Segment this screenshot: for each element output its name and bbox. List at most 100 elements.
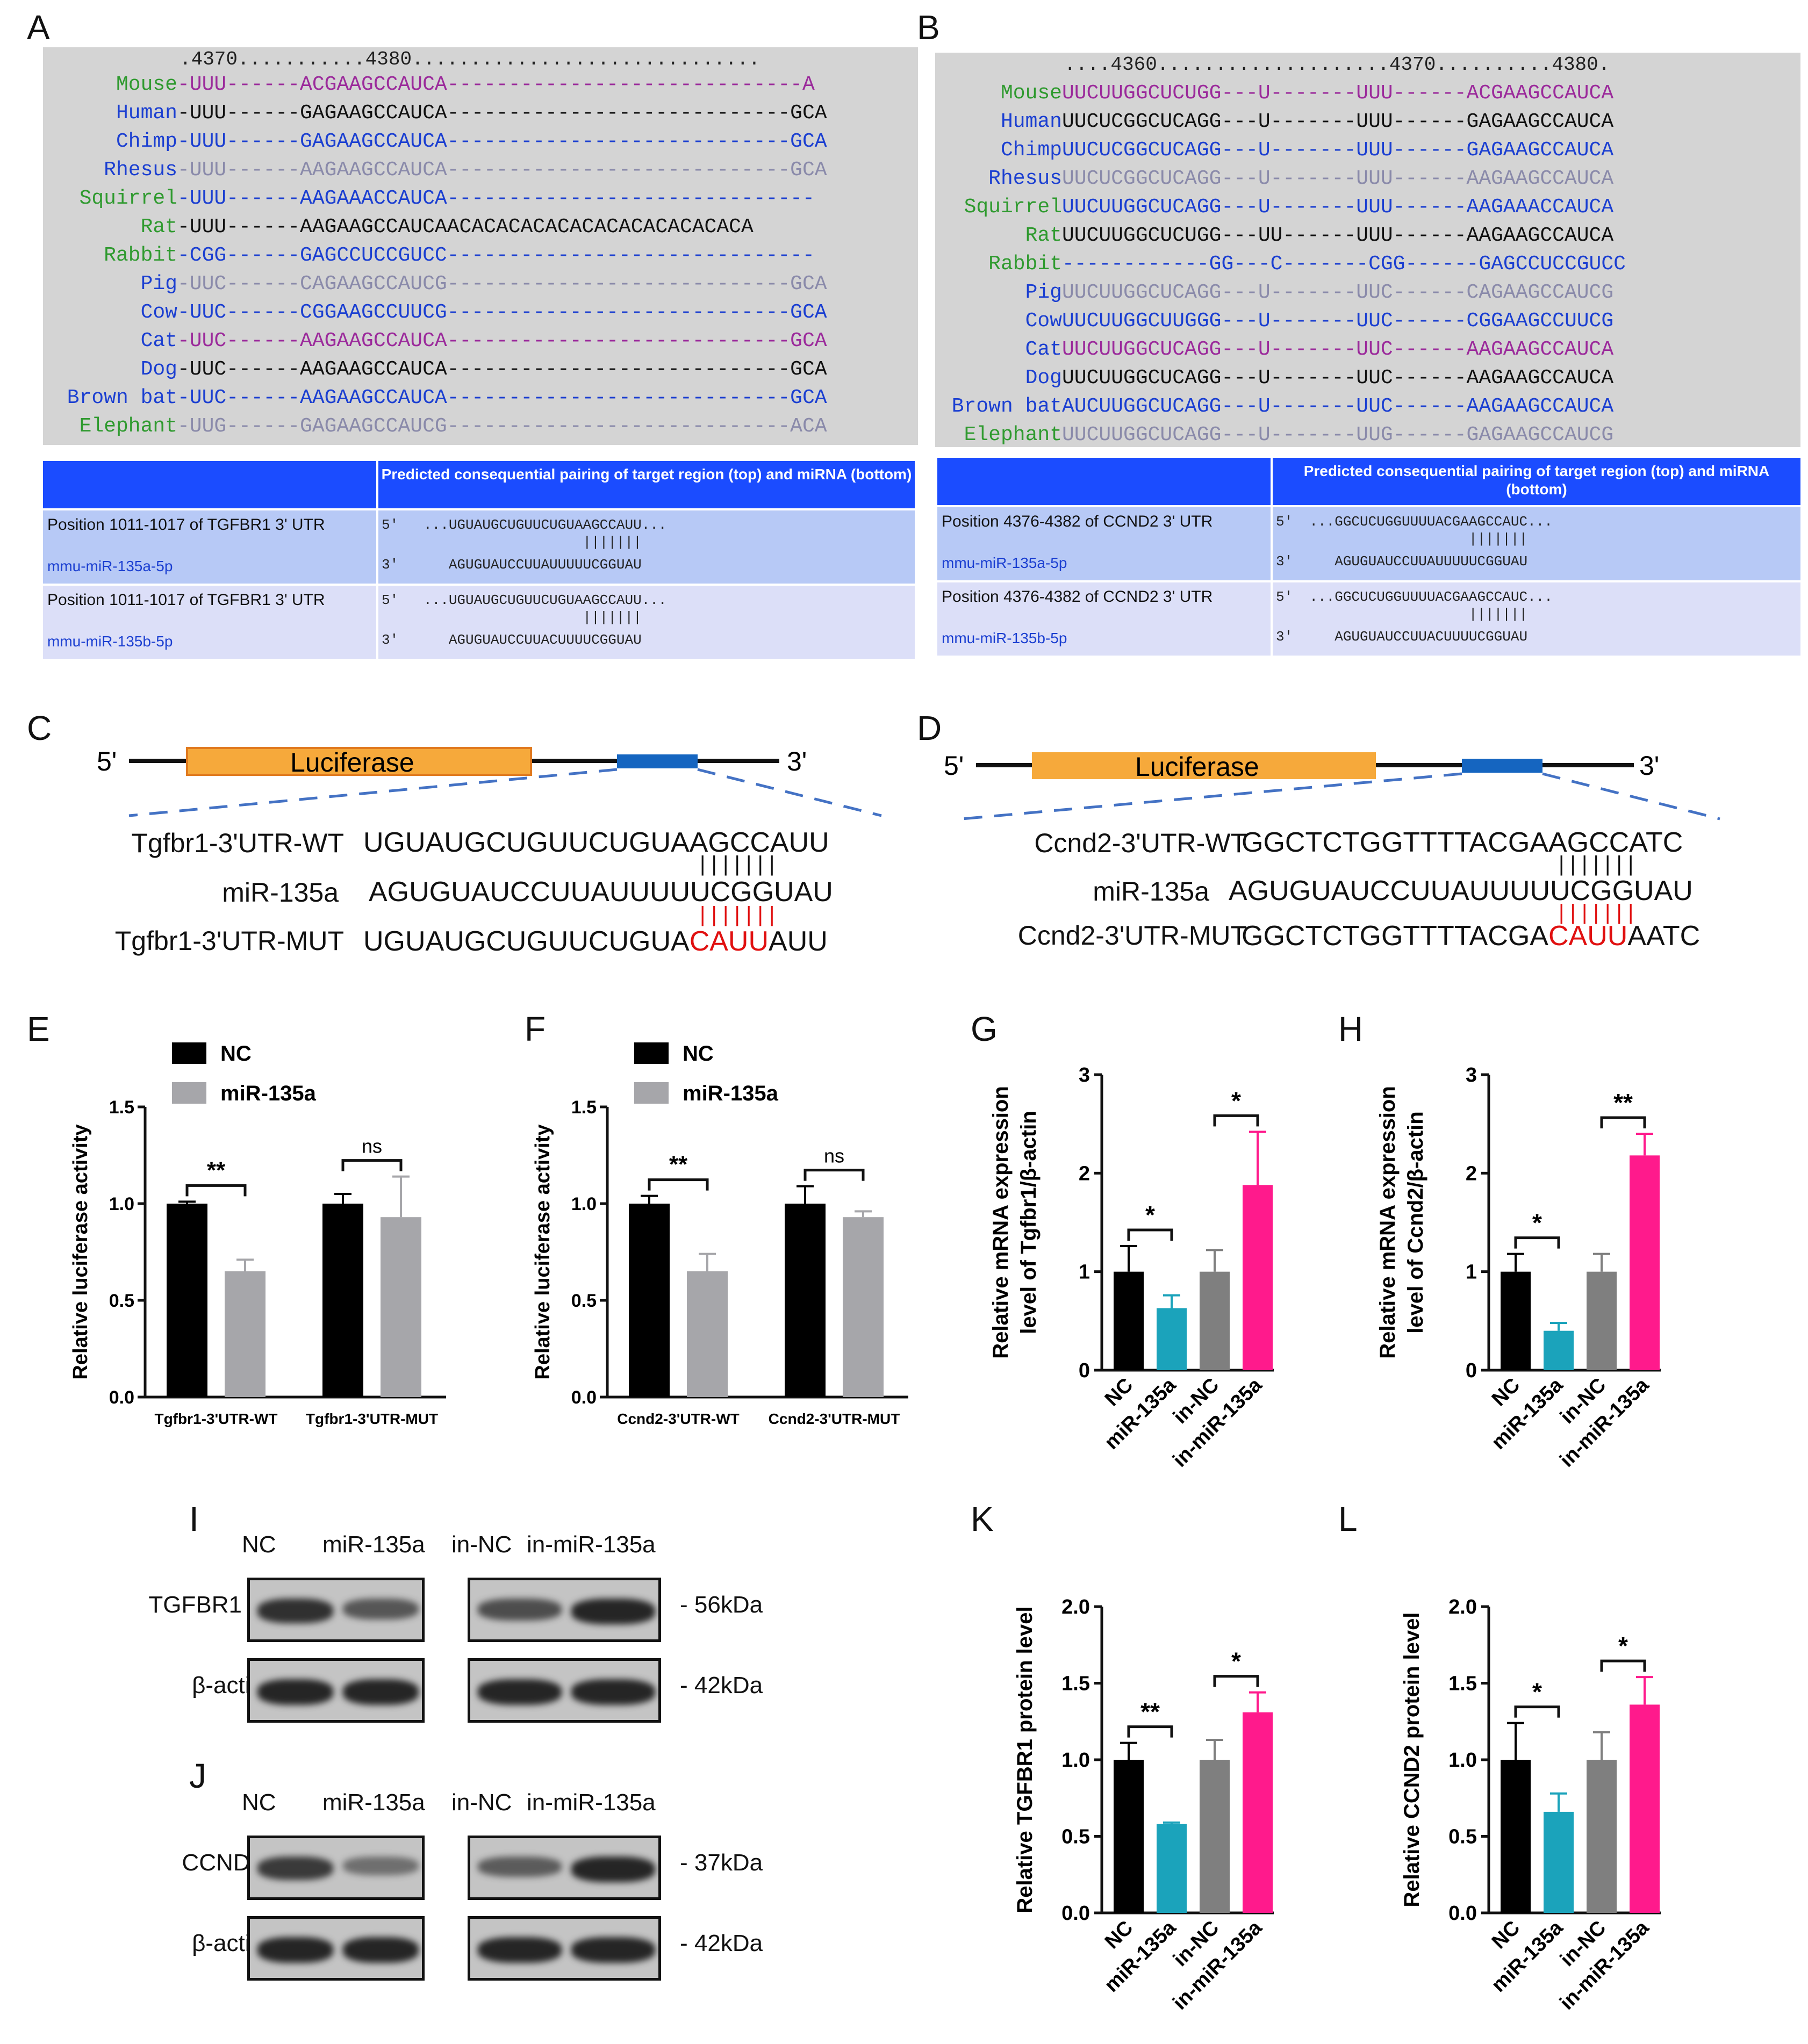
x-category-label: NC [1488, 1374, 1525, 1411]
lane-label: miR-135a [322, 1531, 425, 1558]
significance-bracket [803, 1169, 865, 1181]
blot-band [343, 1937, 419, 1963]
legend-label: miR-135a [683, 1082, 779, 1105]
blot-band [257, 1937, 333, 1963]
table-mirna: mmu-miR-135a-5p [47, 558, 173, 574]
alignment-row: CowUUCUUGGCUUGGG---U-------UUC------CGGA… [935, 307, 1614, 335]
alignment-sequence: UUCUUGGCUCAGG---U-------UUG------GAGAAGC… [1062, 423, 1614, 447]
x-category-label: NC [1101, 1374, 1138, 1411]
bar [843, 1217, 884, 1397]
blot-membrane [247, 1658, 425, 1723]
panel-label-a: A [27, 8, 50, 47]
panel-label-d: D [917, 709, 942, 747]
utr-box-d [1462, 759, 1542, 773]
y-tick-label: 1.5 [1448, 1673, 1477, 1695]
seq-c-bars-top: | | | | | | | [700, 852, 775, 876]
legend-swatch [634, 1042, 669, 1064]
bar [1587, 1271, 1617, 1370]
species-label: Pig [1025, 281, 1062, 304]
y-tick-label: 1 [1466, 1261, 1477, 1284]
y-tick-label: 1.5 [571, 1097, 597, 1118]
species-label: Squirrel [79, 187, 177, 210]
table-position: Position 1011-1017 of TGFBR1 3' UTR [47, 516, 325, 534]
legend-label: NC [683, 1042, 714, 1066]
blot-band [571, 1937, 655, 1963]
y-tick-label: 1.0 [1061, 1749, 1090, 1772]
blot-row-label: CCND2 [182, 1849, 263, 1876]
seq-d-bars-top: | | | | | | | [1559, 852, 1634, 876]
table-pair-bars: ||||||| [1276, 606, 1528, 622]
lane-label: in-NC [451, 1531, 512, 1558]
species-label: Dog [1025, 366, 1062, 390]
seq-d-mut-post: AATC [1627, 920, 1701, 952]
x-category-label: Tgfbr1-3'UTR-MUT [306, 1410, 438, 1427]
panel-label-c: C [27, 709, 52, 747]
table-header-blank [43, 461, 376, 508]
significance-bracket [341, 1159, 403, 1171]
panel-label-j: J [189, 1757, 206, 1795]
y-tick-label: 0.5 [109, 1291, 134, 1311]
significance-bracket [648, 1178, 709, 1191]
five-prime-d: 5' [944, 751, 964, 781]
blot-row-label: β-actin [192, 1930, 263, 1956]
y-tick-label: 2 [1466, 1162, 1477, 1185]
y-axis-label: level of Tgfbr1/β-actin [1017, 1111, 1041, 1334]
significance-label: * [1231, 1086, 1241, 1114]
species-label: Rhesus [104, 159, 177, 182]
alignment-a: .4370...........4380....................… [43, 47, 918, 445]
alignment-row: Elephant-UUG------GAGAAGCCAUCG----------… [43, 413, 827, 441]
species-label: Dog [140, 358, 177, 381]
alignment-sequence: UUCUUGGCUUGGG---U-------UUC------CGGAAGC… [1062, 310, 1614, 333]
alignment-row: Rabbit-CGG------GAGCCUCCGUCC------------… [43, 242, 815, 270]
bar [1114, 1760, 1144, 1913]
blot-band [571, 1599, 655, 1624]
three-prime-c: 3' [787, 746, 807, 776]
table-header: Predicted consequential pairing of targe… [378, 461, 915, 508]
bar [785, 1204, 826, 1397]
y-axis-label: Relative luciferase activity [69, 1124, 92, 1379]
y-tick-label: 1.5 [109, 1097, 134, 1118]
blot-row-label: β-actin [192, 1672, 263, 1698]
significance-label: ** [207, 1157, 226, 1183]
blot-membrane [468, 1578, 661, 1642]
alignment-sequence: UUCUUGGCUCUGG---U-------UUU------ACGAAGC… [1062, 82, 1614, 105]
x-category-label: NC [1488, 1917, 1525, 1954]
blot-row-label: TGFBR1 [148, 1592, 242, 1618]
significance-label: * [1618, 1632, 1628, 1660]
table-cell-right [378, 510, 915, 584]
panel-label-b: B [917, 8, 940, 47]
significance-bracket [1213, 1675, 1259, 1687]
y-tick-label: 2.0 [1448, 1596, 1477, 1618]
alignment-row: Rhesus-UUU------AAGAAGCCAUCA------------… [43, 156, 827, 184]
significance-label: ns [362, 1135, 382, 1157]
panel-label-i: I [189, 1500, 199, 1538]
seq-d-mut-red: CAUU [1548, 920, 1628, 952]
panel-label-e: E [27, 1010, 50, 1048]
bar [322, 1204, 363, 1397]
y-tick-label: 0.0 [109, 1387, 134, 1408]
chart-e: 0.0 0.5 1.0 1.5 Relative luciferase activity… [69, 1042, 446, 1427]
significance-bracket [1514, 1236, 1560, 1249]
table-mirna: mmu-miR-135a-5p [942, 555, 1067, 571]
alignment-row: RhesusUUCUCGGCUCAGG---U-------UUU------A… [935, 165, 1613, 193]
y-tick-label: 0.5 [1448, 1826, 1477, 1848]
significance-bracket [1514, 1705, 1560, 1718]
seq-c-mut-red: CAUU [689, 926, 769, 957]
species-label: Cat [140, 329, 177, 352]
table-header: Predicted consequential pairing of targe… [1273, 458, 1800, 505]
luciferase-box-c [186, 747, 532, 776]
species-label: Human [1000, 110, 1062, 133]
y-tick-label: 0 [1466, 1359, 1477, 1382]
blot-band [478, 1599, 562, 1621]
seq-c-mut-post: AUU [769, 926, 828, 957]
blot-band [571, 1856, 655, 1882]
y-axis-label: Relative mRNA expression [989, 1086, 1013, 1359]
significance-label: * [1231, 1647, 1241, 1675]
table-position: Position 1011-1017 of TGFBR1 3' UTR [47, 591, 325, 609]
alignment-sequence: -CGG------GAGCCUCCGUCC------------------… [177, 244, 815, 267]
alignment-sequence: -UUU------GAGAAGCCAUCA------------------… [177, 130, 827, 153]
alignment-sequence: -UUG------GAGAAGCCAUCG------------------… [177, 415, 827, 438]
bar [1200, 1760, 1230, 1913]
bar [1501, 1271, 1531, 1370]
